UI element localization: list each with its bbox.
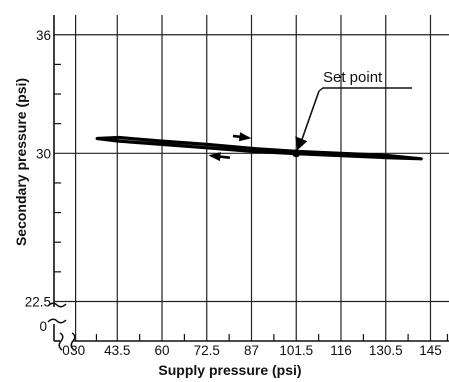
x-tick-label: 130.5: [369, 343, 403, 358]
set-point-marker: [292, 149, 301, 158]
grid-layer: [54, 15, 449, 341]
x-tick-label: 101.5: [279, 343, 313, 358]
direction-arrowhead-right: [238, 132, 252, 142]
set-point-label: Set point: [323, 69, 383, 86]
y-tick-label: 22.5: [25, 294, 51, 309]
x-tick-label: 0: [62, 343, 70, 358]
x-tick-label: 116: [330, 343, 352, 358]
annotation-layer: Set point: [208, 69, 412, 162]
x-axis-title: Supply pressure (psi): [158, 362, 301, 378]
y-axis-break-upper: [47, 302, 67, 308]
x-tick-label: 30: [70, 343, 85, 358]
y-tick-label: 0: [39, 319, 47, 334]
y-axis-break-lower: [47, 318, 67, 324]
y-axis-title: Secondary pressure (psi): [13, 78, 29, 246]
x-axis-break-right: [70, 332, 76, 351]
x-tick-label: 87: [244, 343, 259, 358]
x-tick-label: 72.5: [194, 343, 220, 358]
x-axis-break-left: [58, 332, 64, 351]
y-tick-label: 30: [36, 146, 51, 161]
series-layer: [95, 135, 423, 161]
direction-arrowhead-left: [208, 152, 221, 162]
x-tick-label: 145: [419, 343, 442, 358]
x-tick-label: 43.5: [104, 343, 130, 358]
set-point-underline: [318, 87, 412, 92]
series-line: [95, 135, 423, 161]
x-tick-label: 60: [154, 343, 169, 358]
set-point-leader: [299, 90, 320, 145]
set-point-arrowhead: [295, 136, 308, 151]
y-tick-label: 36: [36, 28, 51, 43]
